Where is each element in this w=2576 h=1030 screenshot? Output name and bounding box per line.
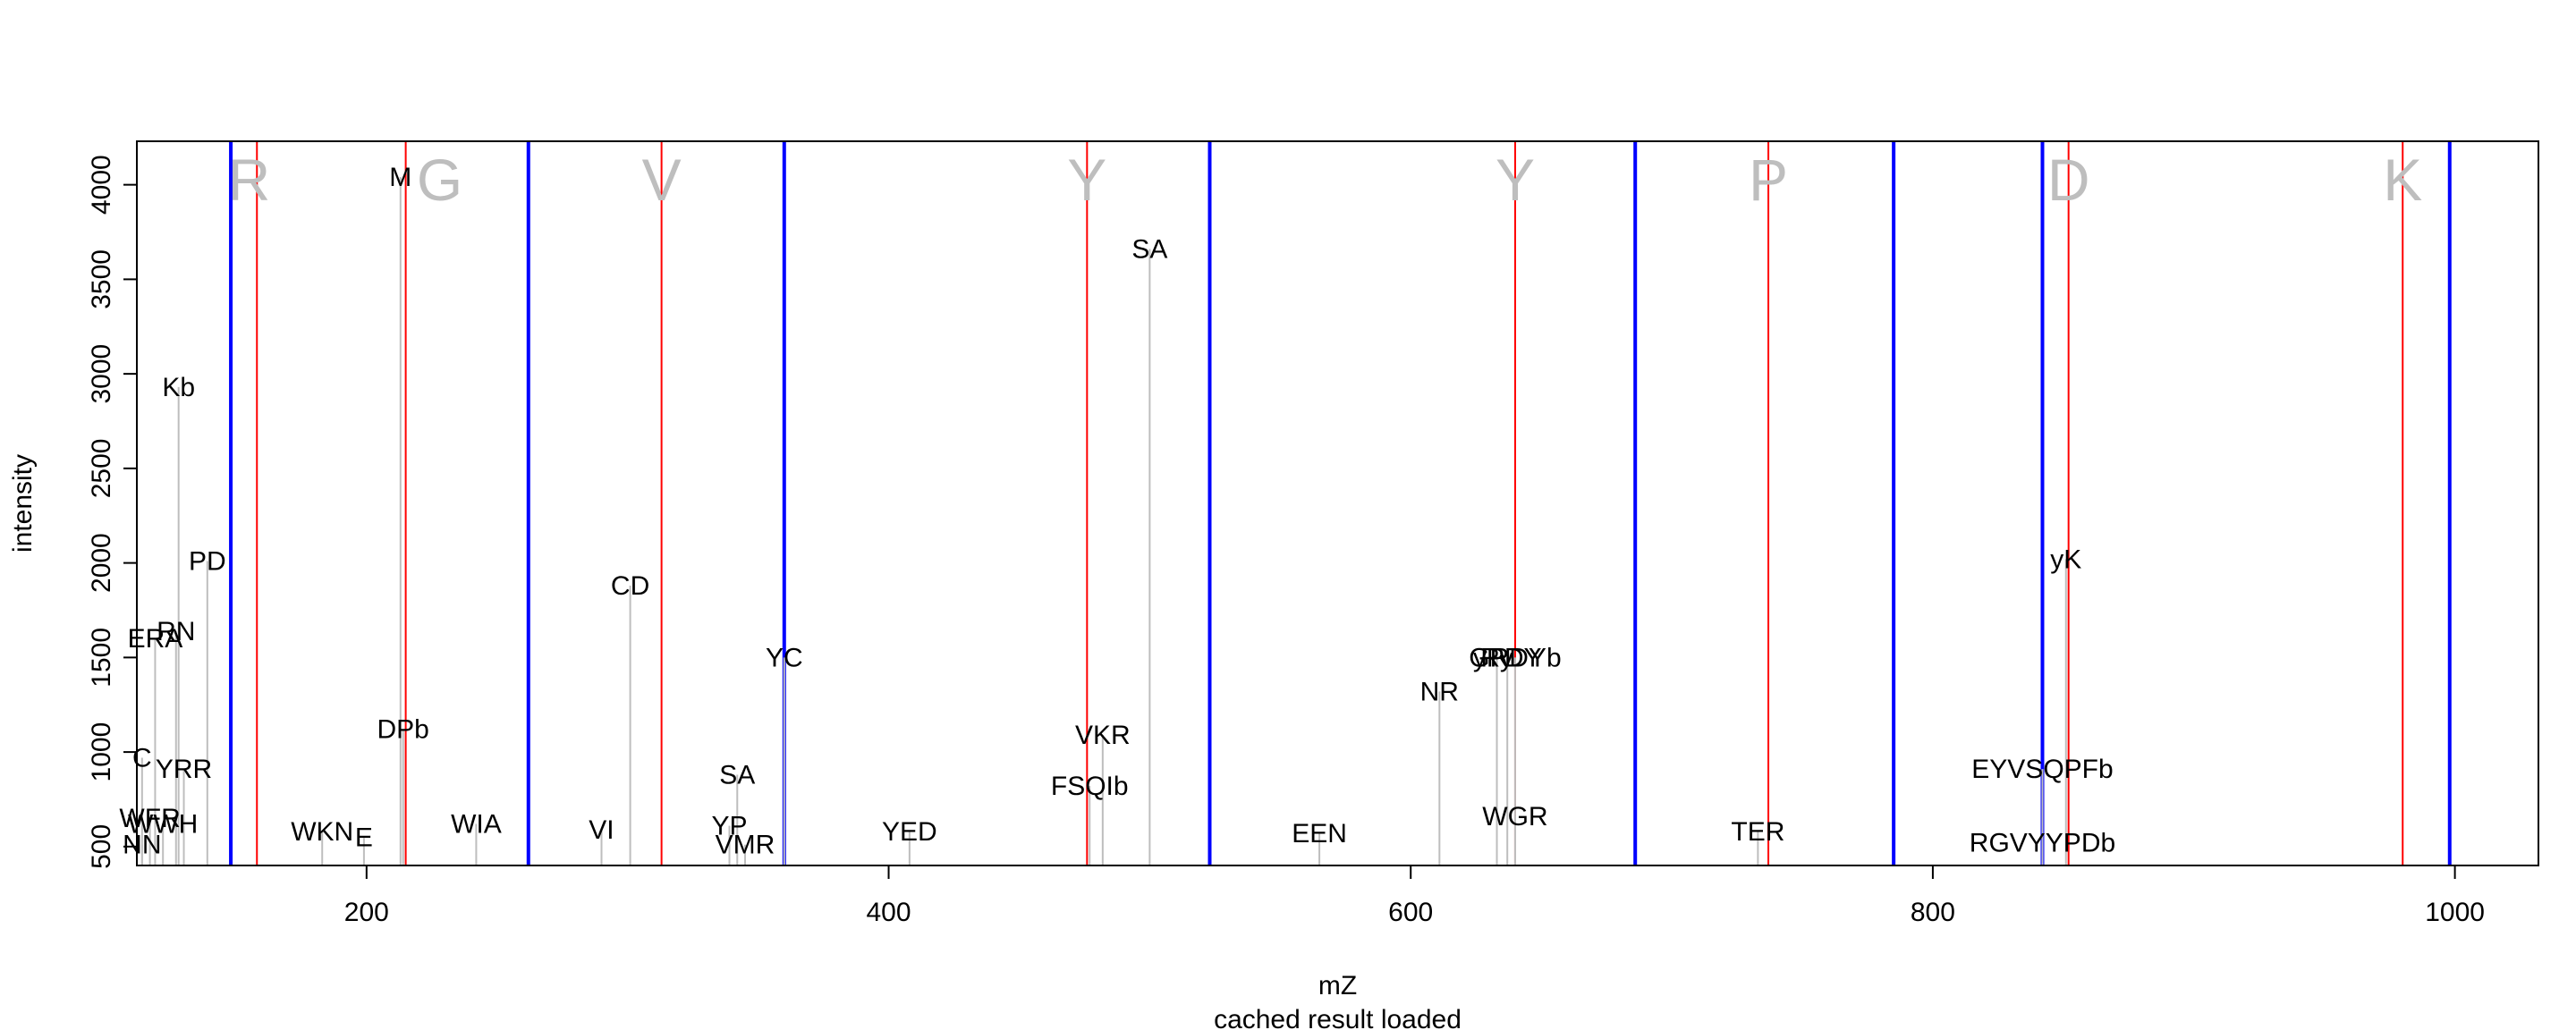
peak-label-30: TER	[1731, 817, 1784, 847]
y-tick-label-1: 1000	[87, 722, 116, 782]
peak-label-16: YP	[711, 812, 747, 841]
peak-label-6: Kb	[162, 373, 195, 402]
ion-lines-layer	[229, 141, 2452, 865]
peak-label-0: NN	[123, 831, 161, 860]
peak-label-1: C	[132, 743, 152, 772]
y-tick-label-7: 4000	[87, 155, 116, 215]
peak-label-13: WIA	[451, 809, 502, 839]
peak-label-21: FSQIb	[1051, 772, 1129, 801]
peak-label-12: DPb	[377, 715, 429, 745]
peaks-layer	[140, 177, 2067, 865]
peak-label-33: yK	[2050, 545, 2081, 574]
residue-letter-2: V	[642, 147, 682, 213]
peak-label-9: WKN	[291, 817, 353, 847]
peak-label-5: RN	[157, 617, 195, 646]
subtitle: cached result loaded	[1214, 1005, 1462, 1030]
y-tick-label-5: 3000	[87, 344, 116, 404]
y-tick-label-3: 2000	[87, 533, 116, 593]
peak-label-27: yPDY	[1473, 643, 1542, 672]
x-tick-label-3: 800	[1911, 898, 1955, 927]
peak-label-23: SA	[1131, 235, 1167, 265]
peak-label-17: SA	[719, 760, 755, 789]
peak-label-11: M	[389, 163, 411, 192]
y-tick-label-2: 1500	[87, 628, 116, 688]
y-axis-title: intensity	[8, 454, 38, 553]
x-tick-label-4: 1000	[2425, 898, 2485, 927]
peak-label-24: EEN	[1292, 819, 1347, 848]
x-tick-label-0: 200	[344, 898, 389, 927]
peak-label-8: PD	[189, 547, 226, 577]
peak-label-28: GRDYb	[1469, 643, 1561, 672]
peak-label-31: EYVSQPFb	[1971, 755, 2113, 784]
plot-frame	[136, 140, 2539, 866]
residue-letter-1: G	[417, 147, 462, 213]
fragment-lines-layer	[256, 141, 2404, 865]
peak-label-4: WWH	[128, 809, 198, 839]
peak-label-19: YC	[766, 643, 803, 672]
peak-label-25: NR	[1420, 677, 1459, 706]
peak-label-18: VMR	[716, 831, 775, 860]
peak-label-7: YRR	[156, 755, 212, 784]
peak-label-29: WGR	[1482, 802, 1547, 832]
residue-letter-5: P	[1749, 147, 1788, 213]
x-axis: 200 400 600 800 1000	[344, 865, 2485, 927]
peak-label-15: CD	[611, 571, 649, 601]
y-tick-label-0: 500	[87, 824, 116, 869]
x-tick-label-2: 600	[1388, 898, 1433, 927]
peak-label-20: YED	[882, 817, 937, 847]
peak-label-22: VKR	[1075, 721, 1131, 750]
y-axis: 500 1000 1500 2000 2500 3000 3500 4000	[87, 155, 137, 869]
residue-letter-6: D	[2047, 147, 2090, 213]
peak-label-32: RGVYYPDb	[1970, 829, 2115, 858]
peak-label-10: E	[355, 823, 373, 852]
y-tick-label-4: 2500	[87, 438, 116, 498]
peak-label-2: WFR	[119, 804, 180, 833]
peak-label-26: Ry	[1480, 643, 1513, 672]
residue-letter-4: Y	[1496, 147, 1535, 213]
residue-letter-7: K	[2383, 147, 2422, 213]
x-axis-title: mZ	[1318, 971, 1357, 1000]
peak-label-14: VI	[589, 815, 614, 845]
y-tick-label-6: 3500	[87, 249, 116, 309]
residue-letter-3: Y	[1067, 147, 1106, 213]
x-tick-label-1: 400	[866, 898, 911, 927]
residue-letter-0: R	[228, 147, 271, 213]
